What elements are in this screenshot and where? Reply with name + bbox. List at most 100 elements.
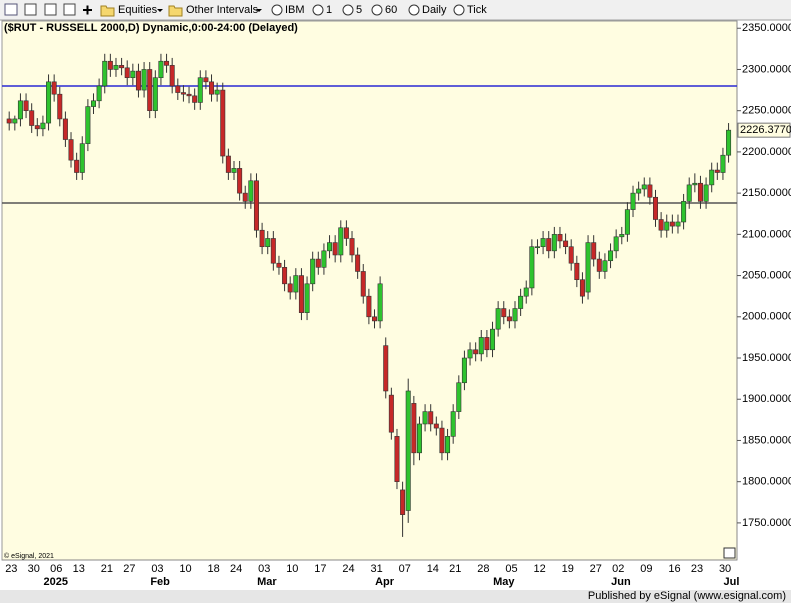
candle-body	[220, 89, 226, 157]
candle-body	[720, 154, 726, 173]
x-tick-label: 13	[73, 563, 85, 575]
candle-body	[192, 95, 198, 103]
candle-body	[40, 122, 46, 130]
candle-body	[619, 234, 625, 238]
x-tick-label: 21	[101, 563, 113, 575]
icon	[44, 3, 57, 16]
candle-body	[113, 65, 119, 70]
toolbar-item[interactable]: Other Intervals	[186, 4, 259, 16]
plot	[2, 53, 737, 537]
candle-body	[310, 258, 316, 285]
x-tick-label: 02	[612, 563, 624, 575]
y-tick-label: 1900.0000	[742, 393, 791, 405]
candle-body	[518, 295, 524, 309]
candle-body	[366, 295, 372, 318]
candle-body	[180, 92, 186, 95]
y-tick-label: 2100.0000	[742, 228, 791, 240]
month-label: Jun	[611, 576, 631, 588]
candle-body	[383, 345, 389, 392]
candle-body	[726, 129, 732, 156]
x-tick-label: 14	[427, 563, 439, 575]
candle-body	[147, 69, 153, 111]
candle-body	[6, 118, 12, 124]
candle-body	[709, 169, 715, 186]
candle-body	[490, 328, 496, 351]
month-label: Jul	[724, 576, 740, 588]
y-tick-label: 1800.0000	[742, 476, 791, 488]
x-tick-label: 07	[399, 563, 411, 575]
candle-body	[34, 125, 40, 130]
candle-body	[164, 60, 170, 66]
candle-body	[29, 110, 35, 126]
y-tick-label: 1850.0000	[742, 434, 791, 446]
candle-body	[265, 238, 271, 248]
x-tick-label: 12	[533, 563, 545, 575]
folder-icon	[100, 5, 115, 17]
candle-body	[534, 246, 540, 249]
x-tick-label: 27	[123, 563, 135, 575]
candle-body	[158, 60, 164, 79]
x-tick-label: 03	[151, 563, 163, 575]
candle-body	[298, 275, 304, 313]
candle-body	[197, 77, 203, 103]
candle-body	[175, 85, 181, 93]
y-tick-label: 2300.0000	[742, 63, 791, 75]
toolbar-item[interactable]: 1	[326, 4, 332, 16]
candle-body	[68, 139, 74, 161]
candle-body	[473, 349, 479, 355]
candle-body	[186, 93, 192, 97]
candle-body	[579, 279, 585, 297]
toolbar-item[interactable]: IBM	[285, 4, 305, 16]
candle-body	[669, 221, 675, 227]
candle-body	[214, 89, 220, 95]
candle-body	[293, 275, 299, 293]
candle-body	[484, 337, 490, 351]
last-price-label: 2226.3770	[740, 124, 791, 136]
candle-body	[608, 250, 614, 262]
toolbar-item[interactable]: 5	[356, 4, 362, 16]
candle-body	[551, 234, 557, 252]
toolbar-item[interactable]: Equities	[118, 4, 158, 16]
candle-body	[169, 65, 175, 87]
candle-body	[664, 221, 670, 231]
candle-body	[714, 169, 720, 173]
x-tick-label: 27	[590, 563, 602, 575]
month-label: Feb	[150, 576, 170, 588]
toolbar-item[interactable]: Tick	[467, 4, 487, 16]
candle-body	[371, 316, 377, 322]
candle-body	[636, 188, 642, 194]
x-tick-label: 24	[230, 563, 242, 575]
candle-body	[259, 229, 265, 248]
candle-body	[658, 219, 664, 231]
candle-body	[74, 159, 80, 173]
candle-body	[433, 423, 439, 429]
candle-body	[563, 240, 569, 248]
toolbar-item[interactable]: Daily	[422, 4, 447, 16]
candle-body	[512, 308, 518, 322]
candle-body	[57, 93, 63, 120]
candle-body	[315, 258, 321, 268]
candle-body	[349, 238, 355, 256]
candle-body	[439, 427, 445, 454]
candle-body	[428, 411, 434, 425]
y-tick-label: 2250.0000	[742, 105, 791, 117]
candle-body	[568, 246, 574, 264]
x-tick-label: 17	[314, 563, 326, 575]
footer: Published by eSignal (www.esignal.com)	[588, 590, 786, 602]
month-label: Mar	[257, 576, 277, 588]
x-tick-label: 23	[691, 563, 703, 575]
candle-body	[287, 283, 293, 293]
candle-body	[85, 106, 91, 144]
candle-body	[467, 349, 473, 359]
candle-body	[641, 184, 647, 190]
x-tick-label: 30	[719, 563, 731, 575]
candle-body	[79, 143, 85, 173]
candle-body	[523, 287, 529, 297]
month-label: Apr	[375, 576, 395, 588]
folder-icon	[168, 5, 183, 17]
toolbar-item[interactable]: 60	[385, 4, 397, 16]
candle-body	[332, 242, 338, 256]
candle-body	[652, 196, 658, 220]
candle-body	[209, 81, 215, 95]
candle-body	[574, 262, 580, 280]
